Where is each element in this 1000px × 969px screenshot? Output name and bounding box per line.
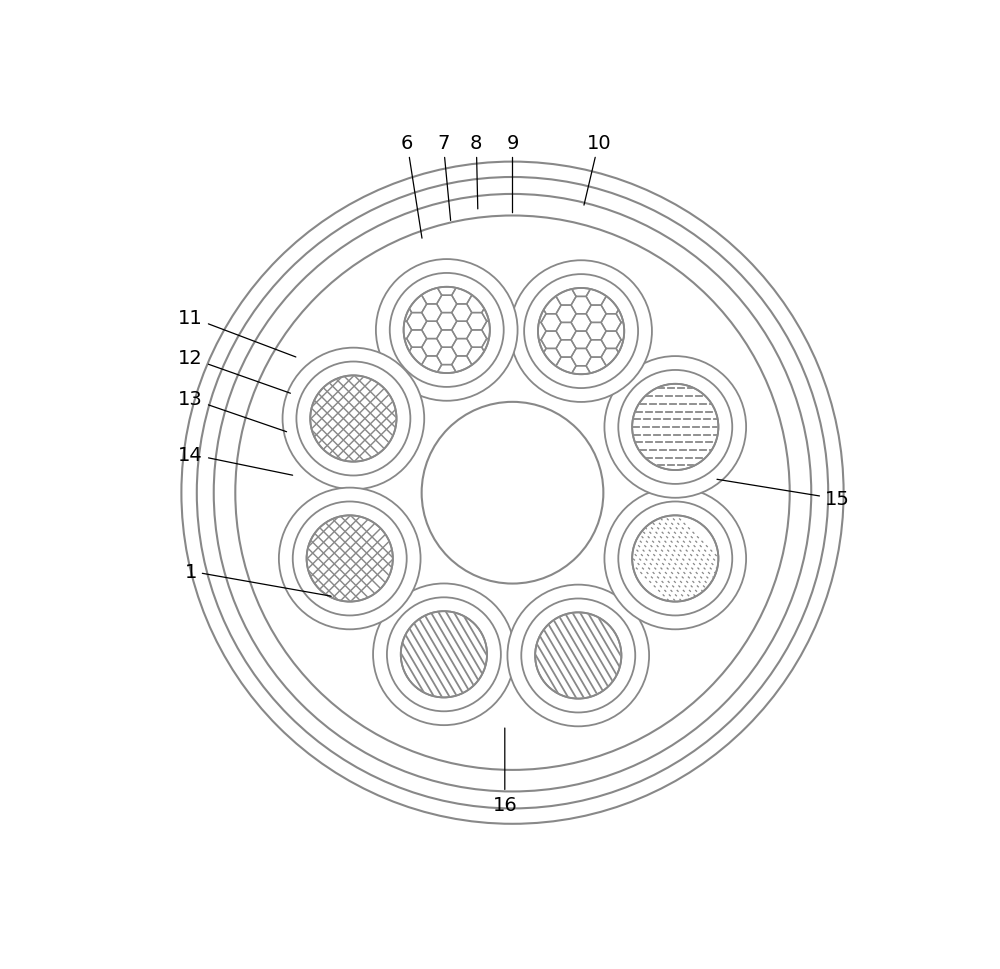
- Circle shape: [387, 598, 501, 711]
- Circle shape: [524, 275, 638, 389]
- Circle shape: [632, 385, 718, 471]
- Text: 7: 7: [437, 134, 451, 221]
- Circle shape: [510, 261, 652, 402]
- Circle shape: [310, 376, 397, 462]
- Circle shape: [535, 612, 621, 699]
- Circle shape: [618, 370, 732, 484]
- Text: 8: 8: [470, 134, 482, 209]
- Text: 12: 12: [178, 349, 290, 393]
- Circle shape: [604, 357, 746, 498]
- Circle shape: [390, 273, 504, 388]
- Circle shape: [283, 348, 424, 490]
- Circle shape: [604, 488, 746, 630]
- Text: 6: 6: [401, 134, 422, 239]
- Circle shape: [404, 288, 490, 374]
- Circle shape: [293, 502, 407, 616]
- Circle shape: [307, 516, 393, 602]
- Circle shape: [538, 289, 624, 375]
- Text: 16: 16: [492, 729, 517, 814]
- Circle shape: [521, 599, 635, 713]
- Text: 14: 14: [178, 445, 293, 476]
- Text: 11: 11: [178, 308, 296, 358]
- Text: 10: 10: [584, 134, 611, 205]
- Text: 15: 15: [717, 480, 850, 509]
- Circle shape: [401, 611, 487, 698]
- Text: 1: 1: [184, 562, 331, 597]
- Text: 9: 9: [506, 134, 519, 213]
- Circle shape: [632, 516, 718, 602]
- Circle shape: [507, 585, 649, 727]
- Circle shape: [279, 488, 421, 630]
- Circle shape: [178, 159, 847, 828]
- Text: 13: 13: [178, 390, 287, 432]
- Circle shape: [422, 402, 603, 584]
- Circle shape: [618, 502, 732, 616]
- Circle shape: [296, 362, 410, 476]
- Circle shape: [376, 260, 518, 401]
- Circle shape: [373, 584, 515, 726]
